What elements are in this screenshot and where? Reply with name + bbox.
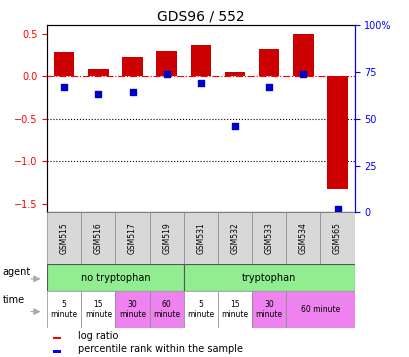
- Text: GSM565: GSM565: [332, 222, 341, 254]
- Bar: [122, 57, 142, 76]
- Text: log ratio: log ratio: [78, 331, 118, 341]
- Text: tryptophan: tryptophan: [241, 272, 296, 283]
- Point: [231, 124, 238, 129]
- Text: 60 minute: 60 minute: [300, 305, 339, 314]
- Text: time: time: [2, 295, 25, 305]
- Bar: [285, 212, 320, 264]
- Bar: [224, 72, 245, 76]
- Point: [197, 80, 204, 86]
- Text: no tryptophan: no tryptophan: [81, 272, 150, 283]
- Text: GSM531: GSM531: [196, 222, 205, 254]
- Text: 15
minute: 15 minute: [221, 300, 248, 319]
- Point: [129, 90, 135, 95]
- Bar: [115, 291, 149, 328]
- Bar: [47, 291, 81, 328]
- Text: 15
minute: 15 minute: [85, 300, 112, 319]
- Bar: [183, 291, 218, 328]
- Text: GSM534: GSM534: [298, 222, 307, 254]
- Bar: [218, 212, 252, 264]
- Point: [333, 206, 340, 211]
- Text: 5
minute: 5 minute: [51, 300, 78, 319]
- Bar: [115, 212, 149, 264]
- Bar: [285, 291, 354, 328]
- Bar: [183, 212, 218, 264]
- Text: GSM533: GSM533: [264, 222, 273, 254]
- Title: GDS96 / 552: GDS96 / 552: [157, 10, 244, 24]
- Bar: [53, 351, 61, 353]
- Point: [61, 84, 67, 90]
- Text: GSM519: GSM519: [162, 222, 171, 254]
- Text: GSM517: GSM517: [128, 222, 137, 254]
- Text: 30
minute: 30 minute: [255, 300, 282, 319]
- Bar: [81, 291, 115, 328]
- Text: 30
minute: 30 minute: [119, 300, 146, 319]
- Point: [95, 91, 101, 97]
- Bar: [218, 291, 252, 328]
- Text: 5
minute: 5 minute: [187, 300, 214, 319]
- Point: [265, 84, 272, 90]
- Text: agent: agent: [2, 267, 31, 277]
- Point: [163, 71, 170, 77]
- Point: [299, 71, 306, 77]
- Text: 60
minute: 60 minute: [153, 300, 180, 319]
- Bar: [252, 291, 285, 328]
- Text: percentile rank within the sample: percentile rank within the sample: [78, 344, 242, 355]
- Bar: [47, 264, 183, 291]
- Bar: [88, 69, 108, 76]
- Bar: [149, 212, 183, 264]
- Bar: [258, 49, 279, 76]
- Bar: [47, 212, 81, 264]
- Bar: [320, 212, 354, 264]
- Text: GSM532: GSM532: [230, 222, 239, 254]
- Bar: [81, 212, 115, 264]
- Bar: [190, 45, 211, 76]
- Bar: [292, 34, 313, 76]
- Bar: [326, 76, 347, 188]
- Bar: [156, 51, 177, 76]
- Bar: [53, 337, 61, 339]
- Text: GSM516: GSM516: [94, 222, 103, 254]
- Bar: [149, 291, 183, 328]
- Bar: [54, 52, 74, 76]
- Bar: [183, 264, 354, 291]
- Text: GSM515: GSM515: [60, 222, 69, 254]
- Bar: [252, 212, 285, 264]
